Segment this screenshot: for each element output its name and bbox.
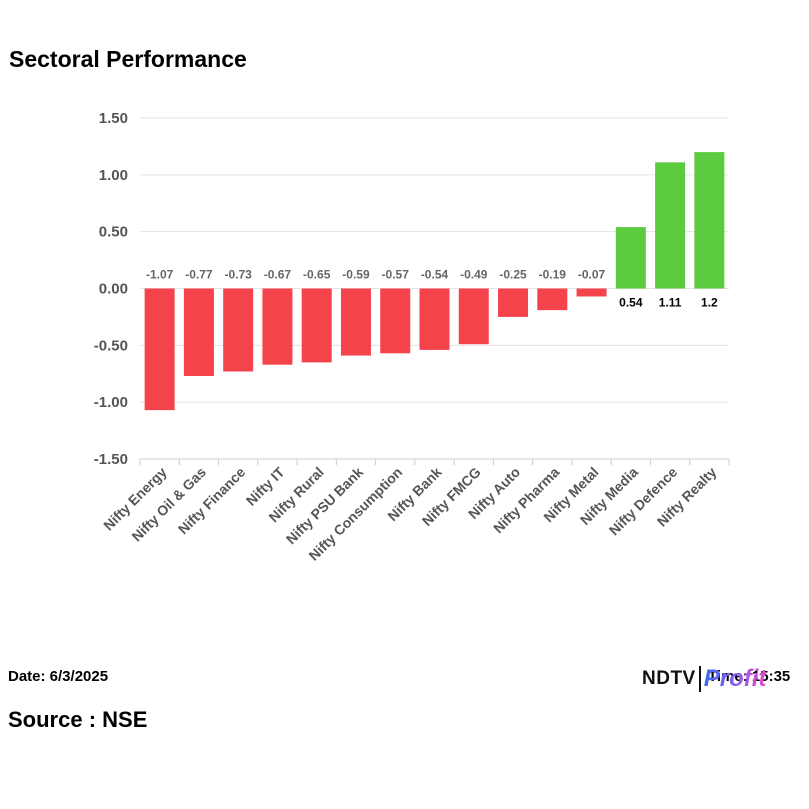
bars	[144, 152, 725, 411]
data-label: -0.25	[499, 268, 527, 282]
logo-divider	[698, 666, 701, 692]
bar-0	[144, 288, 175, 411]
bar-13	[655, 162, 686, 289]
data-label: -0.65	[303, 268, 331, 282]
data-label: -0.67	[264, 268, 292, 282]
data-label: -0.73	[224, 268, 252, 282]
data-label: 0.54	[619, 296, 643, 310]
bar-chart: 1.50 1.00 0.50 0.00 -0.50 -1.00 -1.50 -1.07 -0.…	[94, 110, 730, 564]
bar-1	[183, 288, 214, 377]
ndtv-profit-logo: NDTV Profit	[642, 664, 766, 694]
data-label: -0.07	[578, 268, 606, 282]
y-axis-ticks: 1.50 1.00 0.50 0.00 -0.50 -1.00 -1.50	[94, 110, 128, 468]
bar-4	[301, 288, 332, 363]
bar-14	[694, 152, 725, 289]
data-labels: -1.07 -0.77 -0.73 -0.67 -0.65 -0.59 -0.57 -0.54…	[146, 268, 718, 310]
bar-2	[223, 288, 254, 372]
bar-9	[498, 288, 529, 317]
y-tick-label: -1.50	[94, 451, 128, 468]
bar-8	[458, 288, 489, 345]
chart-title: Sectoral Performance	[9, 46, 247, 72]
bar-10	[537, 288, 568, 311]
data-label: -1.07	[146, 268, 174, 282]
data-label: 1.2	[701, 296, 718, 310]
y-tick-label: 1.50	[99, 110, 128, 127]
data-label: -0.57	[382, 268, 410, 282]
y-tick-label: 1.00	[99, 167, 128, 184]
logo-ndtv-text: NDTV	[642, 668, 696, 689]
data-label: 1.11	[659, 296, 682, 310]
data-label: -0.49	[460, 268, 488, 282]
bar-5	[340, 288, 371, 356]
y-tick-label: 0.00	[99, 281, 128, 298]
bar-3	[262, 288, 293, 365]
bar-6	[380, 288, 411, 354]
x-tick-label: Nifty Defence	[606, 464, 681, 539]
bar-7	[419, 288, 450, 350]
data-label: -0.59	[342, 268, 370, 282]
bar-11	[576, 288, 607, 297]
data-label: -0.77	[185, 268, 213, 282]
bar-12	[615, 227, 646, 289]
logo-profit-text: Profit	[703, 665, 767, 692]
time-label: Time: 15:35	[708, 668, 791, 685]
data-label: -0.54	[421, 268, 449, 282]
source-label: Source : NSE	[8, 707, 148, 732]
date-label: Date: 6/3/2025	[8, 668, 109, 685]
data-label: -0.19	[539, 268, 567, 282]
y-tick-label: -1.00	[94, 394, 128, 411]
y-tick-label: -0.50	[94, 337, 128, 354]
y-tick-label: 0.50	[99, 224, 128, 241]
